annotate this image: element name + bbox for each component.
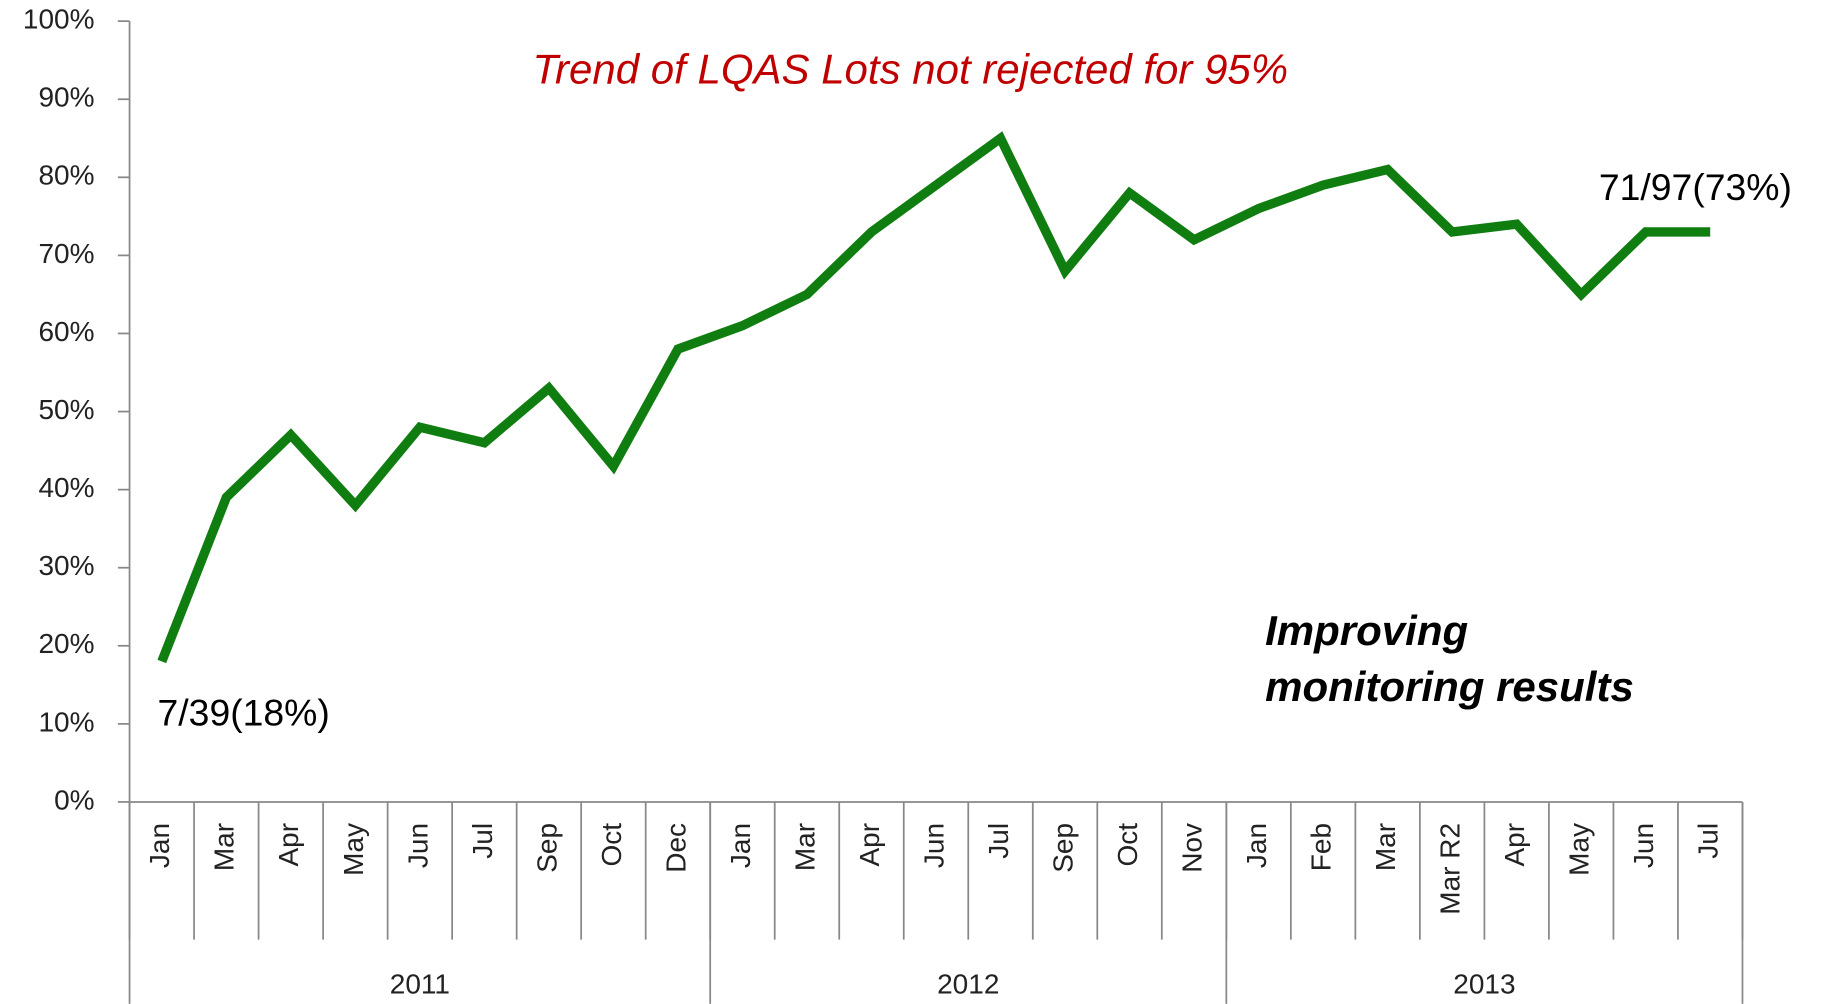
x-tick-label: Dec bbox=[660, 823, 691, 873]
x-tick-label: Apr bbox=[854, 823, 885, 867]
x-tick-label: Jun bbox=[402, 823, 433, 868]
x-tick-label: Apr bbox=[1499, 823, 1530, 867]
annotation: 71/97(73%) bbox=[1599, 166, 1792, 208]
y-tick-label: 30% bbox=[38, 550, 94, 581]
x-tick-label: Jul bbox=[983, 823, 1014, 859]
x-tick-label: Sep bbox=[531, 823, 562, 873]
annotation: 7/39(18%) bbox=[158, 691, 330, 733]
x-tick-label: Oct bbox=[1112, 823, 1143, 867]
x-tick-label: May bbox=[338, 823, 369, 876]
annotation: monitoring results bbox=[1265, 663, 1634, 710]
annotation: Improving bbox=[1265, 607, 1468, 654]
group-label: 2011 bbox=[390, 969, 450, 1000]
x-tick-label: Sep bbox=[1047, 823, 1078, 873]
y-tick-label: 50% bbox=[38, 394, 94, 425]
x-tick-label: Jul bbox=[467, 823, 498, 859]
y-tick-label: 70% bbox=[38, 238, 94, 269]
data-line bbox=[157, 131, 1711, 664]
x-tick-label: Mar R2 bbox=[1435, 823, 1466, 915]
y-tick-label: 40% bbox=[38, 472, 94, 503]
x-tick-label: Mar bbox=[1370, 823, 1401, 871]
y-tick-label: 100% bbox=[23, 4, 95, 35]
y-tick-label: 0% bbox=[54, 784, 94, 815]
group-label: 2012 bbox=[937, 969, 999, 1000]
x-tick-label: Nov bbox=[1176, 823, 1207, 873]
y-tick-label: 10% bbox=[38, 706, 94, 737]
y-tick-label: 80% bbox=[38, 160, 94, 191]
x-tick-label: Jul bbox=[1693, 823, 1724, 859]
x-tick-label: Jan bbox=[725, 823, 756, 868]
x-tick-label: Mar bbox=[209, 823, 240, 871]
x-tick-label: Mar bbox=[789, 823, 820, 871]
x-tick-label: Jan bbox=[1241, 823, 1272, 868]
x-tick-label: Jun bbox=[1628, 823, 1659, 868]
y-tick-label: 90% bbox=[38, 82, 94, 113]
group-label: 2013 bbox=[1453, 969, 1515, 1000]
x-tick-label: May bbox=[1564, 823, 1595, 876]
x-tick-label: Apr bbox=[273, 823, 304, 867]
x-tick-label: Oct bbox=[596, 823, 627, 867]
x-tick-label: Jun bbox=[918, 823, 949, 868]
x-tick-label: Feb bbox=[1306, 823, 1337, 871]
y-tick-label: 60% bbox=[38, 316, 94, 347]
y-tick-label: 20% bbox=[38, 628, 94, 659]
chart-title: Trend of LQAS Lots not rejected for 95% bbox=[533, 46, 1289, 93]
x-tick-label: Jan bbox=[144, 823, 175, 868]
